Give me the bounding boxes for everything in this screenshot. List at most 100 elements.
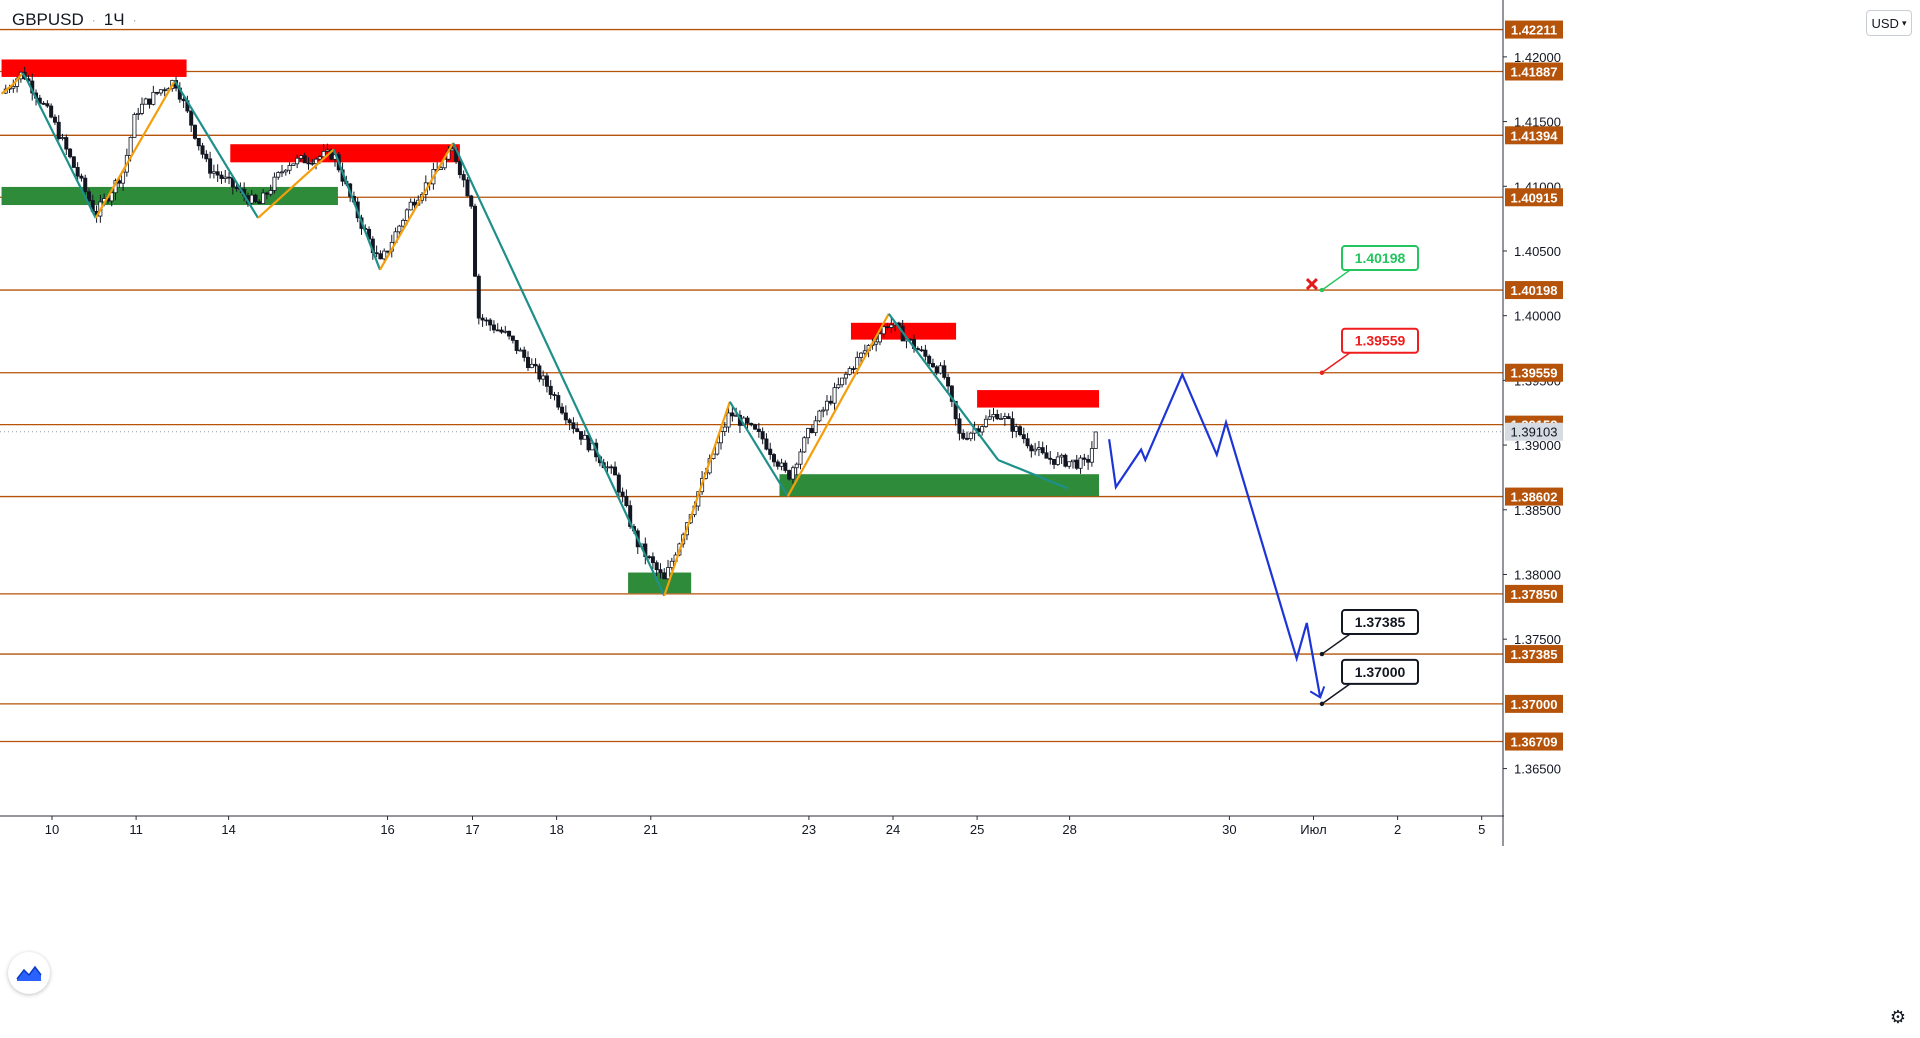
interval-label[interactable]: 1Ч — [103, 10, 125, 29]
candle-body — [378, 253, 383, 260]
support-zone — [779, 474, 1100, 497]
candle-body — [79, 175, 84, 179]
candle-body — [544, 375, 549, 387]
candle-body — [41, 102, 46, 105]
candle-body — [64, 137, 69, 150]
level-price-label: 1.41394 — [1511, 128, 1559, 143]
chevron-down-icon: ▾ — [1901, 17, 1907, 28]
level-price-tag — [1505, 584, 1563, 603]
candle-body — [923, 349, 928, 357]
candle-body — [965, 437, 970, 440]
zigzag-down-leg — [173, 80, 259, 219]
symbol-header[interactable]: GBPUSD · 1Ч · — [12, 10, 137, 30]
candle-body — [457, 161, 462, 175]
candle-body — [647, 556, 652, 559]
level-price-tag — [1505, 732, 1563, 751]
candle-body — [1017, 426, 1022, 436]
candle-body — [832, 387, 837, 404]
candle-body — [768, 448, 773, 455]
candle-body — [666, 567, 671, 580]
candle-body — [196, 137, 201, 147]
level-price-label: 1.41887 — [1511, 65, 1558, 80]
price-axis-bg — [1504, 0, 1920, 846]
candle-body — [877, 333, 882, 343]
candle-body — [132, 114, 137, 138]
symbol-label[interactable]: GBPUSD — [12, 10, 84, 29]
y-tick-label: 1.36500 — [1514, 762, 1561, 777]
candle-body — [628, 505, 633, 527]
candle-body — [609, 466, 614, 469]
candle-body — [749, 422, 754, 426]
zigzag-up-leg — [257, 148, 335, 219]
callout-leader — [1321, 269, 1351, 291]
candle-body — [745, 417, 750, 424]
candle-body — [280, 171, 285, 174]
candle-body — [272, 176, 277, 191]
zigzag-layer — [0, 72, 1069, 597]
candle-body — [49, 105, 54, 118]
candle-body — [1025, 438, 1030, 447]
level-price-label: 1.37000 — [1511, 697, 1558, 712]
candle-body — [567, 419, 572, 424]
candle-body — [68, 148, 73, 158]
projection-layer — [1108, 371, 1326, 699]
candle-body — [548, 385, 553, 395]
level-price-tag — [1505, 126, 1563, 145]
level-price-label: 1.38602 — [1511, 490, 1558, 505]
candle-body — [919, 349, 924, 352]
candle-body — [1033, 448, 1038, 452]
candle-body — [408, 201, 413, 211]
gear-icon[interactable]: ⚙ — [1889, 1007, 1906, 1027]
candle-body — [942, 365, 947, 378]
x-tick-label: 25 — [970, 822, 984, 837]
candle-body — [756, 428, 761, 433]
candle-body — [60, 137, 65, 140]
candle-body — [1059, 454, 1064, 458]
candle-body — [885, 326, 890, 329]
candle-body — [783, 462, 788, 471]
candle-body — [1074, 459, 1079, 469]
currency-dropdown[interactable]: USD ▾ — [1866, 10, 1912, 36]
x-tick-label: 2 — [1394, 822, 1401, 837]
x-tick-label: 21 — [644, 822, 658, 837]
candle-body — [983, 418, 988, 427]
level-price-label: 1.37385 — [1511, 647, 1558, 662]
candle-body — [957, 418, 962, 434]
y-tick-label: 1.38500 — [1514, 503, 1561, 518]
zones-layer — [1, 59, 1100, 594]
x-tick-label: 23 — [802, 822, 816, 837]
callout-box — [1341, 245, 1419, 272]
candle-body — [473, 205, 478, 277]
candle-body — [526, 356, 531, 369]
candle-body — [495, 329, 500, 332]
tradingview-logo-icon[interactable] — [8, 952, 50, 994]
candle-body — [158, 89, 163, 94]
callout-leader — [1321, 352, 1351, 374]
candle-body — [253, 194, 258, 203]
candle-body — [518, 349, 523, 352]
candle-body — [189, 110, 194, 126]
candle-body — [775, 461, 780, 467]
candle-body — [582, 434, 587, 440]
candle-body — [298, 155, 303, 159]
candle-body — [1093, 431, 1098, 449]
level-price-label: 1.40198 — [1511, 283, 1558, 298]
candle-body — [503, 330, 508, 333]
candle-body — [484, 319, 489, 322]
candle-body — [836, 384, 841, 389]
level-price-tag — [1505, 281, 1563, 300]
zigzag-down-leg — [887, 313, 1000, 461]
candle-body — [325, 149, 330, 152]
projection-arrowhead — [1309, 686, 1326, 699]
level-price-label: 1.39559 — [1511, 366, 1558, 381]
candle-body — [650, 556, 655, 564]
y-tick-label: 1.42000 — [1514, 50, 1561, 65]
x-tick-label: 11 — [129, 822, 143, 837]
level-price-tag — [1505, 645, 1563, 664]
candle-body — [821, 409, 826, 412]
candle-body — [1048, 457, 1053, 460]
candle-body — [764, 438, 769, 450]
candle-body — [1078, 457, 1083, 469]
